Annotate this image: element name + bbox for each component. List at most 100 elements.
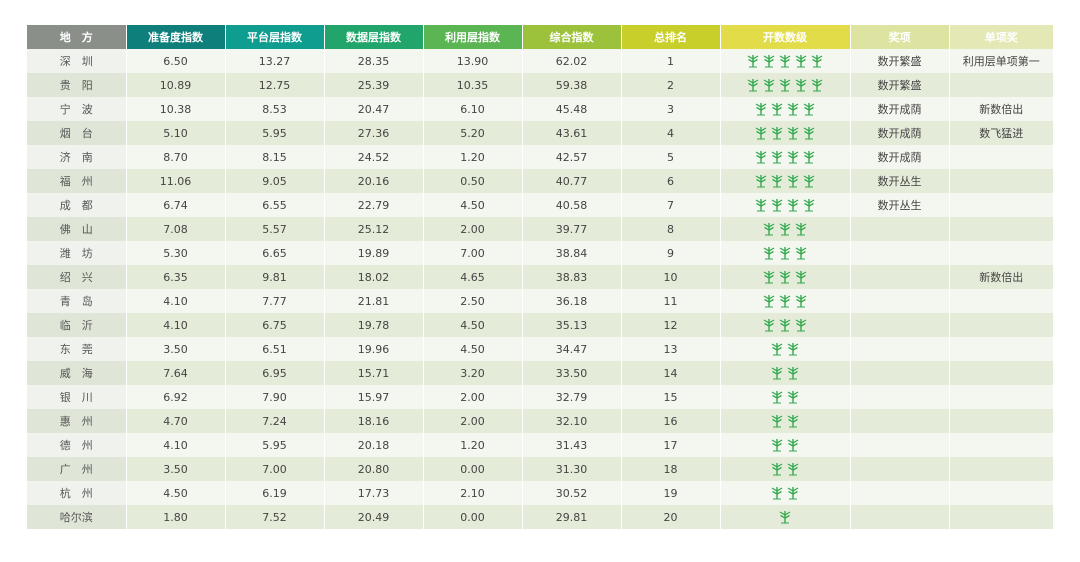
special-award-cell — [949, 145, 1053, 169]
platform-index-cell: 7.90 — [225, 385, 325, 409]
tree-level-cell — [720, 121, 851, 145]
table-row: 哈尔滨 1.80 7.52 20.49 0.00 29.81 20 — [27, 505, 1053, 529]
data-index-cell: 19.78 — [324, 313, 424, 337]
tree-icon — [802, 198, 816, 212]
total-index-cell: 32.79 — [522, 385, 622, 409]
total-index-cell: 30.52 — [522, 481, 622, 505]
city-cell: 惠 州 — [27, 409, 127, 433]
tree-icon — [770, 198, 784, 212]
use-index-cell: 2.00 — [423, 217, 523, 241]
special-award-cell — [949, 505, 1053, 529]
prep-index-cell: 4.70 — [126, 409, 226, 433]
city-cell: 杭 州 — [27, 481, 127, 505]
tree-icon — [802, 126, 816, 140]
city-cell: 潍 坊 — [27, 241, 127, 265]
tree-icon — [786, 414, 800, 428]
platform-index-cell: 5.57 — [225, 217, 325, 241]
header-special-award: 单项奖 — [949, 25, 1053, 49]
prep-index-cell: 10.38 — [126, 97, 226, 121]
tree-level-cell — [720, 289, 851, 313]
tree-icon — [746, 78, 760, 92]
table-row: 广 州 3.50 7.00 20.80 0.00 31.30 18 — [27, 457, 1053, 481]
prep-index-cell: 6.50 — [126, 49, 226, 73]
special-award-cell — [949, 73, 1053, 97]
data-index-cell: 24.52 — [324, 145, 424, 169]
tree-icon — [778, 294, 792, 308]
tree-level-cell — [720, 385, 851, 409]
city-cell: 深 圳 — [27, 49, 127, 73]
prep-index-cell: 11.06 — [126, 169, 226, 193]
city-cell: 德 州 — [27, 433, 127, 457]
prep-index-cell: 8.70 — [126, 145, 226, 169]
header-rank: 总排名 — [621, 25, 721, 49]
use-index-cell: 0.00 — [423, 505, 523, 529]
award-cell — [850, 361, 950, 385]
total-index-cell: 40.77 — [522, 169, 622, 193]
prep-index-cell: 4.50 — [126, 481, 226, 505]
data-index-cell: 22.79 — [324, 193, 424, 217]
special-award-cell — [949, 337, 1053, 361]
platform-index-cell: 6.65 — [225, 241, 325, 265]
use-index-cell: 2.10 — [423, 481, 523, 505]
prep-index-cell: 7.08 — [126, 217, 226, 241]
table-row: 福 州 11.06 9.05 20.16 0.50 40.77 6 数开丛生 — [27, 169, 1053, 193]
platform-index-cell: 7.24 — [225, 409, 325, 433]
city-cell: 威 海 — [27, 361, 127, 385]
use-index-cell: 4.65 — [423, 265, 523, 289]
data-index-cell: 20.80 — [324, 457, 424, 481]
rank-cell: 2 — [621, 73, 721, 97]
city-cell: 青 岛 — [27, 289, 127, 313]
tree-icon — [754, 198, 768, 212]
tree-icon — [794, 270, 808, 284]
prep-index-cell: 4.10 — [126, 289, 226, 313]
special-award-cell: 新数倍出 — [949, 265, 1053, 289]
header-platform-index: 平台层指数 — [225, 25, 325, 49]
platform-index-cell: 9.05 — [225, 169, 325, 193]
rank-cell: 5 — [621, 145, 721, 169]
tree-icon — [794, 78, 808, 92]
tree-icon — [786, 126, 800, 140]
use-index-cell: 13.90 — [423, 49, 523, 73]
tree-icon — [794, 318, 808, 332]
table-row: 威 海 7.64 6.95 15.71 3.20 33.50 14 — [27, 361, 1053, 385]
tree-level-cell — [720, 337, 851, 361]
city-cell: 福 州 — [27, 169, 127, 193]
tree-level-cell — [720, 145, 851, 169]
award-cell: 数开繁盛 — [850, 49, 950, 73]
table-row: 烟 台 5.10 5.95 27.36 5.20 43.61 4 数开成荫 数飞猛进 — [27, 121, 1053, 145]
tree-icon — [802, 174, 816, 188]
platform-index-cell: 5.95 — [225, 433, 325, 457]
table-row: 杭 州 4.50 6.19 17.73 2.10 30.52 19 — [27, 481, 1053, 505]
city-cell: 贵 阳 — [27, 73, 127, 97]
platform-index-cell: 12.75 — [225, 73, 325, 97]
table-row: 东 莞 3.50 6.51 19.96 4.50 34.47 13 — [27, 337, 1053, 361]
tree-level-cell — [720, 193, 851, 217]
prep-index-cell: 5.10 — [126, 121, 226, 145]
special-award-cell — [949, 409, 1053, 433]
rank-cell: 20 — [621, 505, 721, 529]
award-cell: 数开成荫 — [850, 97, 950, 121]
platform-index-cell: 8.53 — [225, 97, 325, 121]
tree-icon — [786, 174, 800, 188]
platform-index-cell: 7.00 — [225, 457, 325, 481]
tree-icon — [754, 150, 768, 164]
special-award-cell — [949, 169, 1053, 193]
platform-index-cell: 6.19 — [225, 481, 325, 505]
tree-icon — [786, 390, 800, 404]
tree-level-cell — [720, 409, 851, 433]
tree-icon — [770, 102, 784, 116]
tree-icon — [762, 318, 776, 332]
tree-icon — [786, 486, 800, 500]
special-award-cell — [949, 289, 1053, 313]
header-use-index: 利用层指数 — [423, 25, 523, 49]
tree-icon — [770, 390, 784, 404]
special-award-cell — [949, 457, 1053, 481]
rank-cell: 9 — [621, 241, 721, 265]
rank-cell: 13 — [621, 337, 721, 361]
tree-icon — [754, 102, 768, 116]
data-index-cell: 15.71 — [324, 361, 424, 385]
city-cell: 佛 山 — [27, 217, 127, 241]
use-index-cell: 0.00 — [423, 457, 523, 481]
data-index-cell: 20.47 — [324, 97, 424, 121]
table-row: 惠 州 4.70 7.24 18.16 2.00 32.10 16 — [27, 409, 1053, 433]
